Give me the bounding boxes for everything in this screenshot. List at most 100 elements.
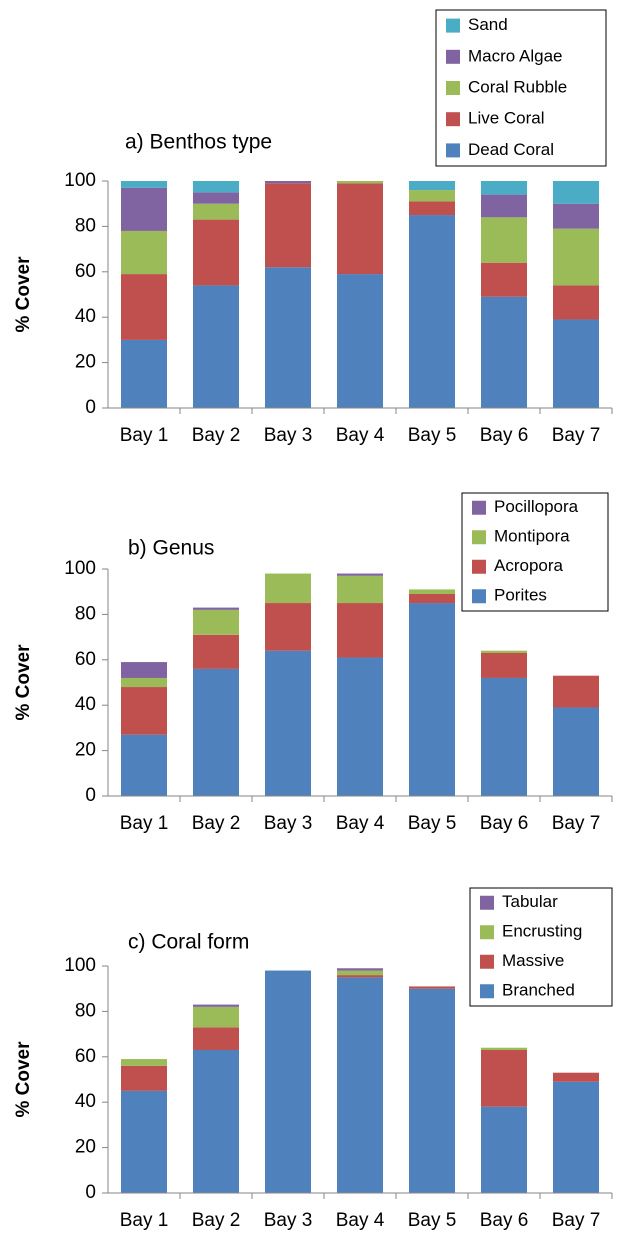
bar-segment xyxy=(481,296,527,408)
y-tick-label: 0 xyxy=(85,1182,96,1203)
y-axis-title: % Cover xyxy=(13,1041,34,1118)
x-tick-label: Bay 6 xyxy=(480,1210,529,1231)
legend-label: Massive xyxy=(502,951,564,970)
bar-segment xyxy=(553,228,599,286)
bar-segment xyxy=(337,181,383,184)
bar-segment xyxy=(121,339,167,408)
legend-label: Coral Rubble xyxy=(468,77,567,96)
x-tick-label: Bay 6 xyxy=(480,813,529,834)
legend-label: Branched xyxy=(502,981,575,1000)
x-tick-label: Bay 4 xyxy=(336,813,385,834)
x-tick-label: Bay 3 xyxy=(264,813,313,834)
legend-swatch xyxy=(446,112,460,127)
bar-segment xyxy=(337,657,383,796)
bar-segment xyxy=(481,181,527,195)
bar-segment xyxy=(193,668,239,796)
bar-segment xyxy=(193,192,239,204)
bar-segment xyxy=(193,607,239,610)
bar-segment xyxy=(337,977,383,1193)
bar-segment xyxy=(481,650,527,653)
legend-label: Live Coral xyxy=(468,109,545,128)
legend-label: Pocillopora xyxy=(494,497,579,516)
bar-segment xyxy=(193,181,239,193)
bar-segment xyxy=(337,603,383,658)
y-tick-label: 80 xyxy=(75,603,96,624)
y-tick-label: 0 xyxy=(85,785,96,806)
bar-segment xyxy=(121,677,167,688)
bar-segment xyxy=(481,194,527,218)
bar-segment xyxy=(121,274,167,340)
y-tick-label: 20 xyxy=(75,1137,96,1158)
x-tick-label: Bay 7 xyxy=(552,1210,601,1231)
y-tick-label: 40 xyxy=(75,694,96,715)
y-tick-label: 40 xyxy=(75,1091,96,1112)
legend-swatch xyxy=(446,143,460,158)
legend-swatch xyxy=(446,18,460,33)
legend-swatch xyxy=(480,895,494,910)
bar-segment xyxy=(481,217,527,263)
legend-label: Encrusting xyxy=(502,922,582,941)
bar-segment xyxy=(121,1090,167,1193)
bar-segment xyxy=(193,1006,239,1028)
legend-label: Porites xyxy=(494,586,547,605)
bar-segment xyxy=(553,675,599,708)
bar-segment xyxy=(121,230,167,275)
x-tick-label: Bay 3 xyxy=(264,425,313,446)
bar-segment xyxy=(409,986,455,989)
bar-segment xyxy=(121,187,167,231)
bar-segment xyxy=(265,970,311,1193)
bar-segment xyxy=(409,201,455,216)
x-tick-label: Bay 1 xyxy=(120,813,169,834)
y-axis-title: % Cover xyxy=(13,644,34,721)
legend-box xyxy=(461,492,609,612)
bar-segment xyxy=(337,968,383,971)
legend-box xyxy=(435,9,607,167)
x-tick-label: Bay 5 xyxy=(408,813,457,834)
bar-segment xyxy=(121,181,167,188)
bar-segment xyxy=(121,1065,167,1091)
legend-swatch xyxy=(472,559,486,574)
y-tick-label: 20 xyxy=(75,352,96,373)
bar-segment xyxy=(265,183,311,268)
y-tick-label: 80 xyxy=(75,1000,96,1021)
x-tick-label: Bay 7 xyxy=(552,425,601,446)
bar-segment xyxy=(553,707,599,796)
x-tick-label: Bay 1 xyxy=(120,425,169,446)
bar-segment xyxy=(337,975,383,978)
legend-label: Tabular xyxy=(502,892,558,911)
bar-segment xyxy=(121,1059,167,1066)
bar-segment xyxy=(409,593,455,604)
legend-label: Montipora xyxy=(494,527,570,546)
bar-segment xyxy=(481,677,527,796)
chart-title: b) Genus xyxy=(128,537,214,560)
bar-segment xyxy=(265,267,311,408)
x-tick-label: Bay 2 xyxy=(192,425,241,446)
bar-segment xyxy=(481,1047,527,1050)
bar-segment xyxy=(193,285,239,408)
x-tick-label: Bay 1 xyxy=(120,1210,169,1231)
y-tick-label: 60 xyxy=(75,649,96,670)
y-tick-label: 100 xyxy=(64,558,96,579)
y-tick-label: 100 xyxy=(64,170,96,191)
legend-label: Sand xyxy=(468,15,508,34)
chart-title: a) Benthos type xyxy=(125,131,272,154)
bar-segment xyxy=(193,203,239,220)
y-axis-title: % Cover xyxy=(13,256,34,333)
bar-segment xyxy=(553,1081,599,1193)
bar-segment xyxy=(337,573,383,576)
bar-segment xyxy=(193,1004,239,1007)
bar-segment xyxy=(121,662,167,678)
legend-swatch xyxy=(446,49,460,64)
legend-label: Dead Coral xyxy=(468,140,554,159)
bar-segment xyxy=(553,319,599,408)
bar-segment xyxy=(409,215,455,408)
legend-swatch xyxy=(472,500,486,515)
legend-swatch xyxy=(472,530,486,545)
legend-swatch xyxy=(480,984,494,999)
bar-segment xyxy=(193,634,239,669)
bar-segment xyxy=(265,650,311,796)
x-tick-label: Bay 6 xyxy=(480,425,529,446)
bar-segment xyxy=(553,203,599,229)
y-tick-label: 80 xyxy=(75,215,96,236)
legend-swatch xyxy=(446,81,460,95)
